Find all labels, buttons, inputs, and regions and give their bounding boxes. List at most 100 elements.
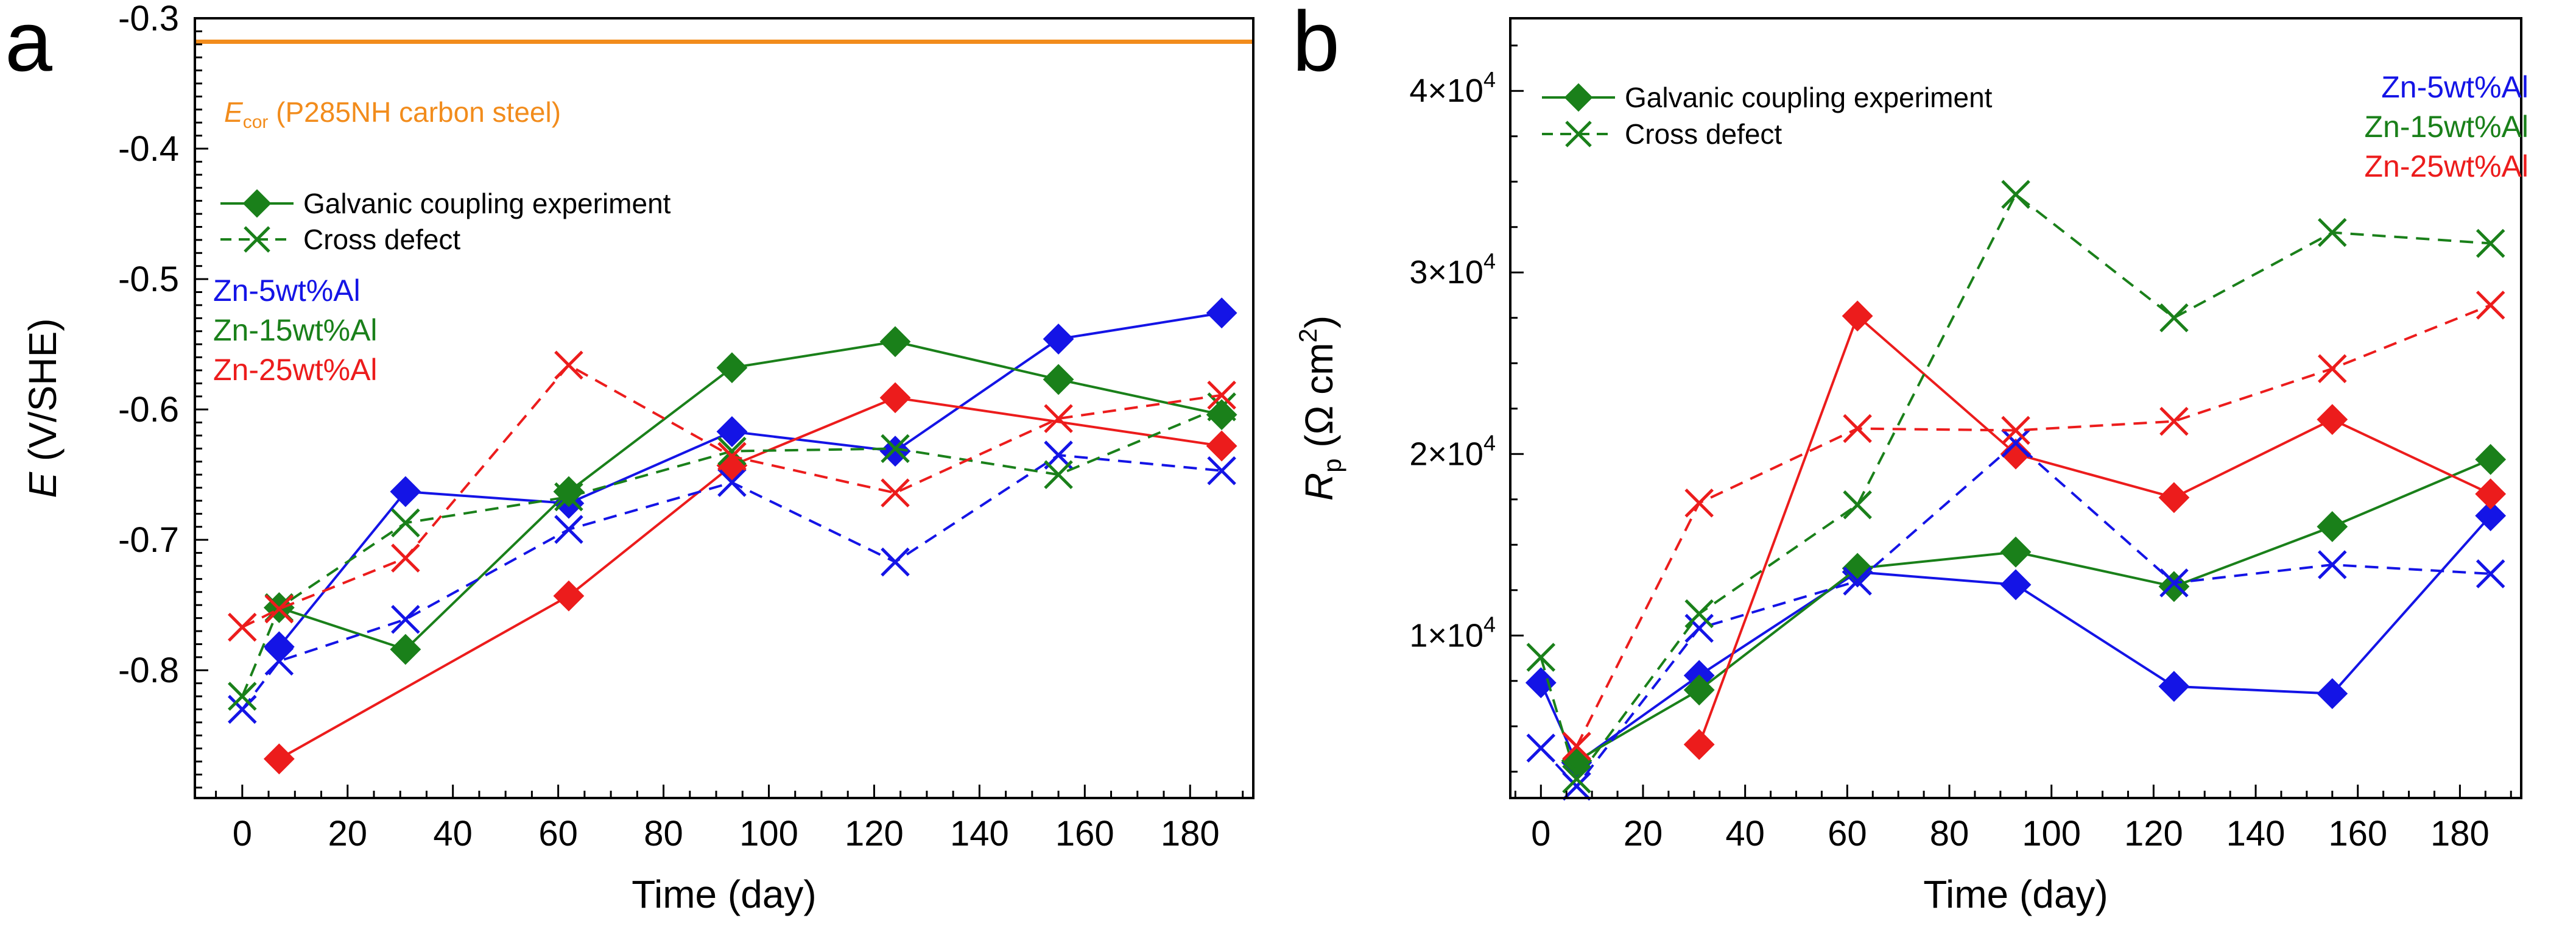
data-point-cross: [1044, 460, 1073, 489]
y-tick-label: -0.7: [118, 520, 179, 560]
x-tick-label: 0: [233, 814, 252, 853]
data-point-diamond: [1043, 364, 1074, 395]
y-tick-mantissa: 1×10: [1409, 617, 1483, 654]
legend-cross-symbol: [1565, 121, 1592, 147]
x-tick-label: 0: [1531, 814, 1550, 853]
y-tick-label: 4×104: [1409, 67, 1496, 109]
legend-label: Galvanic coupling experiment: [303, 188, 671, 219]
legend-color-label: Zn-5wt%Al: [2381, 70, 2528, 104]
x-tick-label: 140: [950, 814, 1009, 853]
data-point-diamond: [1683, 729, 1715, 760]
data-point-diamond: [553, 580, 585, 612]
y-title-sub: p: [1318, 459, 1346, 473]
y-title-symbol: E: [21, 472, 65, 498]
x-tick-label: 100: [739, 814, 798, 853]
data-point-diamond: [2475, 500, 2507, 531]
x-tick-label: 180: [1161, 814, 1220, 853]
data-point-cross: [717, 468, 747, 497]
data-point-cross: [1207, 392, 1236, 422]
data-point-cross: [264, 594, 294, 624]
y-title-unit: (Ω cm: [1297, 343, 1341, 459]
x-tick-label: 60: [538, 814, 578, 853]
data-point-cross: [881, 547, 910, 577]
data-point-diamond: [879, 326, 911, 358]
data-point-diamond: [879, 436, 911, 467]
panel-label: b: [1292, 0, 1340, 89]
y-tick-label: 1×104: [1409, 612, 1496, 654]
data-point-diamond: [2000, 569, 2032, 601]
data-point-cross: [2476, 291, 2505, 320]
data-point-cross: [228, 682, 257, 711]
data-point-diamond: [879, 382, 911, 414]
data-point-cross: [1207, 456, 1236, 486]
reference-line-label: Ecor (P285NH carbon steel): [224, 96, 561, 132]
y-title-close: ): [1297, 316, 1341, 328]
x-tick-label: 20: [328, 814, 367, 853]
series-diamond-blue: [263, 297, 1237, 663]
data-point-cross: [1526, 733, 1556, 763]
y-tick-label: -0.3: [118, 0, 179, 38]
x-axis-title: Time (day): [632, 872, 816, 916]
legend-markers: Galvanic coupling experiment Cross defect: [220, 188, 671, 255]
series-x-green: [1526, 180, 2505, 794]
data-point-cross: [2001, 415, 2030, 445]
data-point-cross: [881, 478, 910, 507]
data-point-cross: [2001, 428, 2030, 458]
reference-label-symbol: E: [224, 96, 244, 128]
data-point-cross: [228, 612, 257, 642]
data-point-diamond: [716, 352, 748, 384]
legend-cross-symbol: [244, 226, 270, 253]
data-point-diamond: [1842, 300, 1873, 332]
series-diamond-red: [263, 382, 1237, 775]
data-point-cross: [717, 442, 747, 471]
x-tick-label: 40: [1725, 814, 1765, 853]
panel-label: a: [5, 0, 52, 89]
chart-panel-a: a Ecor (P285NH carbon steel) 0 20 40 60 80 100 1…: [5, 0, 1255, 916]
y-tick-label: 2×104: [1409, 430, 1496, 472]
series-line: [1540, 441, 2491, 788]
legend-label: Cross defect: [303, 224, 460, 255]
series-line: [1698, 314, 2491, 745]
data-point-cross: [2318, 550, 2347, 579]
x-tick-label: 160: [1055, 814, 1114, 853]
data-point-cross: [1562, 764, 1591, 794]
data-point-diamond: [2475, 443, 2507, 475]
data-point-cross: [1044, 404, 1073, 433]
data-point-cross: [1562, 771, 1591, 801]
data-point-diamond: [1525, 667, 1557, 699]
data-point-diamond: [1206, 430, 1237, 462]
data-point-cross: [2159, 406, 2189, 436]
legend-color-label: Zn-25wt%Al: [2364, 149, 2528, 183]
y-axis-title: Rp (Ω cm2): [1293, 316, 1346, 501]
legend-diamond-symbol: [242, 189, 272, 218]
data-point-diamond: [2475, 478, 2507, 510]
legend-diamond-symbol: [1564, 83, 1593, 112]
x-tick-label: 80: [644, 814, 683, 853]
y-tick-label: 3×104: [1409, 249, 1496, 291]
legend-label: Galvanic coupling experiment: [1625, 82, 1993, 113]
y-tick-exponent: 4: [1483, 430, 1496, 455]
data-point-diamond: [2000, 536, 2032, 568]
series-line: [278, 340, 1222, 651]
data-point-cross: [554, 515, 583, 544]
series-diamond-red: [1683, 300, 2507, 760]
data-point-cross: [2476, 228, 2505, 258]
series-line: [241, 406, 1222, 697]
x-tick-label: 120: [2124, 814, 2183, 853]
y-tick-exponent: 4: [1483, 67, 1496, 92]
data-point-cross: [264, 646, 294, 676]
data-point-diamond: [1561, 745, 1592, 777]
y-title-symbol: R: [1297, 473, 1341, 501]
data-point-cross: [1843, 414, 1872, 443]
series-line: [1575, 458, 2491, 762]
x-axis-title: Time (day): [1923, 872, 2108, 916]
y-tick-label: -0.6: [118, 390, 179, 429]
y-tick-mantissa: 3×10: [1409, 254, 1483, 291]
y-tick-label: -0.4: [118, 129, 179, 169]
data-point-cross: [1207, 380, 1236, 410]
data-point-cross: [1843, 567, 1872, 596]
data-point-cross: [391, 508, 420, 538]
series-x-blue: [228, 440, 1236, 724]
data-point-cross: [881, 434, 910, 464]
